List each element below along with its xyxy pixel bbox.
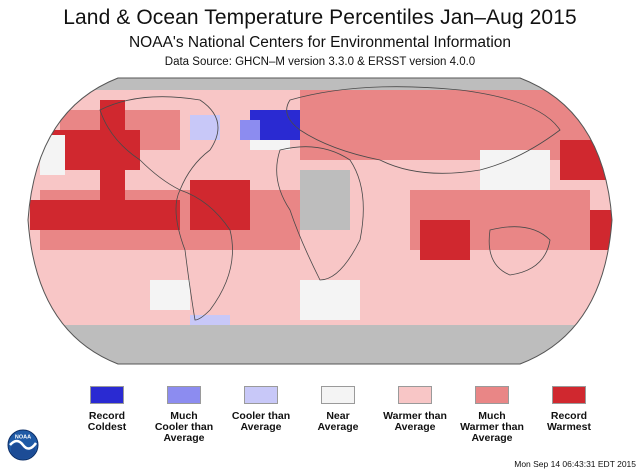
globe-border — [27, 77, 613, 365]
near-average-patch-5 — [150, 280, 190, 310]
eurasia-outline — [286, 86, 561, 174]
legend: Record Coldest Much Cooler than Average Coo… — [60, 386, 600, 446]
eurasia-much-warmer — [300, 90, 600, 160]
legend-label: Record Coldest — [87, 410, 127, 433]
south-america-outline — [175, 189, 233, 321]
legend-label: Cooler than Average — [231, 410, 291, 433]
map-subtitle: NOAA's National Centers for Environmenta… — [128, 34, 511, 51]
world-percentile-map — [27, 77, 613, 365]
northeast-pacific-record-warm — [100, 100, 125, 210]
map-title: Land & Ocean Temperature Percentiles Jan… — [63, 6, 577, 29]
legend-swatch — [475, 386, 509, 404]
east-pacific-south-record-warm — [590, 210, 612, 250]
near-average-patch-2 — [480, 150, 550, 190]
north-america-outline — [99, 96, 219, 191]
legend-swatch — [90, 386, 124, 404]
north-atlantic-much-cooler — [240, 120, 260, 140]
legend-swatch — [398, 386, 432, 404]
australia-outline — [488, 226, 551, 276]
equatorial-pacific-record-warm — [30, 200, 180, 230]
legend-swatch — [167, 386, 201, 404]
legend-swatch — [321, 386, 355, 404]
south-america-record-warm — [190, 180, 250, 230]
near-average-patch-4 — [300, 280, 360, 320]
legend-label: Much Cooler than Average — [154, 410, 214, 444]
legend-swatch — [552, 386, 586, 404]
indian-ocean-record-warm — [420, 220, 470, 260]
near-average-patch-1 — [40, 135, 65, 175]
southern-ocean-no-data — [28, 325, 612, 364]
africa-outline — [276, 146, 364, 281]
legend-label: Much Warmer than Average — [460, 410, 524, 444]
west-pacific-record-warm — [560, 140, 610, 180]
arctic-no-data — [28, 78, 612, 90]
legend-label: Record Warmest — [547, 410, 591, 433]
north-atlantic-cooler — [190, 115, 220, 140]
africa-interior-no-data — [300, 170, 350, 230]
generated-timestamp: Mon Sep 14 06:43:31 EDT 2015 — [514, 459, 636, 469]
legend-label: Warmer than Average — [383, 410, 447, 433]
data-source: Data Source: GHCN–M version 3.3.0 & ERSS… — [164, 56, 476, 68]
legend-label: Near Average — [317, 410, 359, 433]
continent-outlines — [99, 86, 561, 321]
legend-swatch — [244, 386, 278, 404]
svg-text:NOAA: NOAA — [15, 435, 31, 441]
noaa-logo-icon: NOAA — [7, 429, 39, 461]
